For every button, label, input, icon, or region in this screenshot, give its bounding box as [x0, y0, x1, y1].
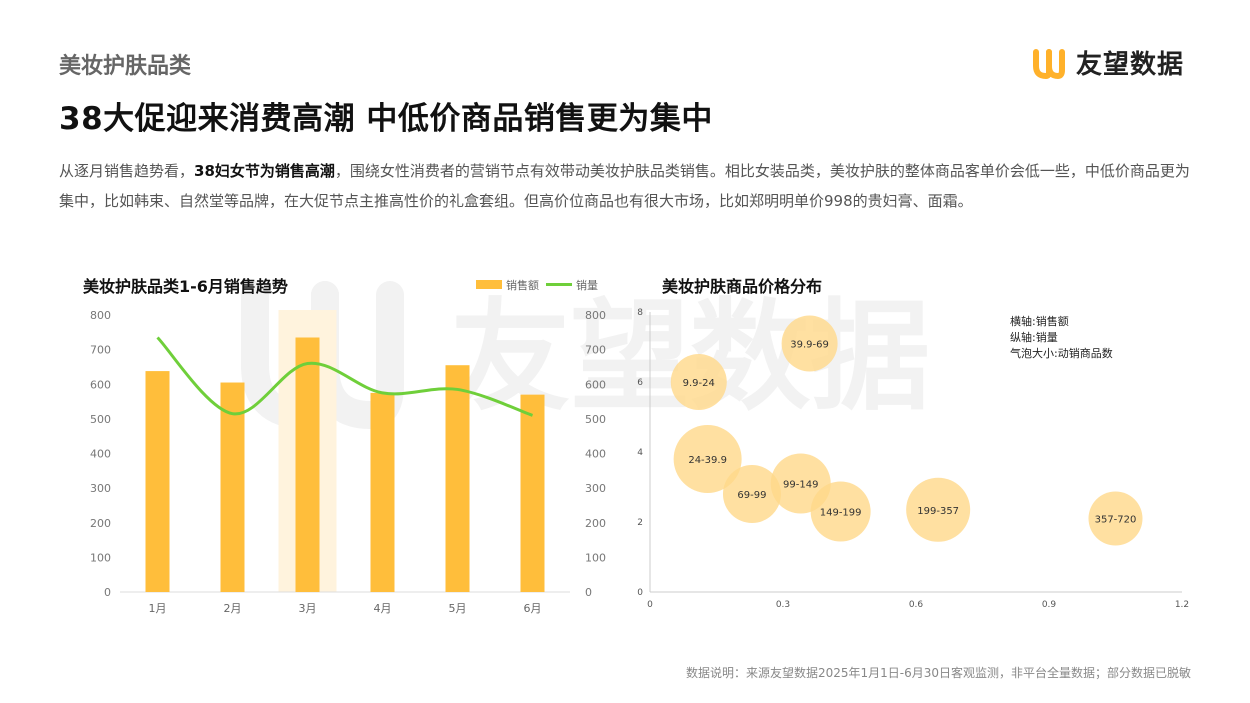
x-tick-label: 2月	[224, 602, 242, 615]
bubble-label: 357-720	[1095, 515, 1137, 526]
legend-swatch-bar	[476, 280, 502, 289]
bubble	[810, 481, 871, 542]
y2-tick-label: 200	[585, 517, 606, 530]
bar	[445, 365, 470, 592]
y-tick-label: 6	[637, 378, 643, 388]
x-tick-label: 4月	[374, 602, 392, 615]
y-tick-label: 0	[637, 588, 643, 598]
x-tick-label: 0.6	[909, 600, 924, 610]
y2-tick-label: 400	[585, 448, 606, 461]
y-tick-label: 200	[90, 517, 111, 530]
bubble	[722, 465, 781, 523]
x-tick-label: 6月	[524, 602, 542, 615]
y2-tick-label: 500	[585, 413, 606, 426]
sales-trend-chart: 美妆护肤品类1-6月销售趋势 销售额 销量 0 100 200 300 400 500 600 70…	[83, 277, 606, 615]
bubble-label: 24-39.9	[688, 455, 727, 466]
y-tick-label: 2	[637, 518, 643, 528]
bubble-label: 199-357	[917, 506, 959, 517]
y-tick-label: 300	[90, 482, 111, 495]
y-tick-label: 400	[90, 448, 111, 461]
bar	[220, 382, 245, 592]
brand-logo-icon	[1033, 48, 1065, 79]
x-tick-label: 5月	[449, 602, 467, 615]
y2-tick-label: 600	[585, 378, 606, 391]
bubble	[906, 477, 971, 542]
legend-label-line: 销量	[576, 278, 598, 292]
bubble	[670, 354, 727, 410]
bar	[295, 337, 320, 592]
y-tick-label: 600	[90, 378, 111, 391]
y-tick-label: 100	[90, 551, 111, 564]
y2-tick-label: 800	[585, 309, 606, 322]
legend-label-bar: 销售额	[506, 278, 539, 292]
series-line	[156, 336, 533, 417]
y-tick-label: 700	[90, 344, 111, 357]
bubble	[673, 425, 742, 493]
bubble-label: 99-149	[783, 480, 818, 491]
brand-logo: 友望数据	[1032, 44, 1184, 81]
y-tick-label: 4	[637, 448, 643, 458]
bar	[145, 371, 170, 592]
bar	[520, 394, 545, 592]
y-tick-label: 0	[104, 586, 111, 599]
intro-text-1: 从逐月销售趋势看，	[59, 162, 195, 180]
page-title: 38大促迎来消费高潮 中低价商品销售更为集中	[59, 101, 713, 137]
bubble-label: 69-99	[737, 490, 766, 501]
x-tick-label: 0	[647, 600, 653, 610]
axis-legend-note: 纵轴:销量	[1010, 330, 1058, 344]
x-tick-label: 1月	[149, 602, 167, 615]
x-tick-label: 0.3	[776, 600, 790, 610]
category-title: 美妆护肤品类	[59, 54, 192, 79]
intro-highlight: 38妇女节为销售高潮	[194, 162, 335, 180]
price-distribution-chart: 美妆护肤商品价格分布 0 2 4 6 8 0 0.3 0.6 0.9 1.2 横轴:销售额纵轴:销量气…	[637, 277, 1189, 610]
bubble-label: 149-199	[820, 508, 862, 519]
x-tick-label: 3月	[299, 602, 317, 615]
y2-tick-label: 0	[585, 586, 592, 599]
axis-legend-note: 气泡大小:动销商品数	[1010, 346, 1113, 360]
bubble-label: 39.9-69	[790, 340, 829, 351]
x-tick-label: 1.2	[1175, 600, 1189, 610]
brand-name: 友望数据	[1076, 50, 1185, 80]
x-tick-label: 0.9	[1042, 600, 1057, 610]
y2-tick-label: 100	[585, 551, 606, 564]
intro-text-2: ，围绕女性消费者的营销节点有效带动美妆护肤品类销售。相比女装品类，美妆护肤的整体…	[59, 162, 1190, 210]
bubble	[781, 315, 838, 372]
y-tick-label: 800	[90, 309, 111, 322]
data-source-note: 数据说明：来源友望数据2025年1月1日-6月30日客观监测，非平台全量数据；部…	[685, 666, 1191, 680]
bar	[370, 392, 395, 592]
bubble-label: 9.9-24	[683, 378, 715, 389]
y2-tick-label: 700	[585, 344, 606, 357]
chart-title: 美妆护肤商品价格分布	[662, 277, 822, 296]
y2-tick-label: 300	[585, 482, 606, 495]
y-tick-label: 8	[637, 308, 643, 318]
bubble	[1088, 491, 1143, 546]
chart-title: 美妆护肤品类1-6月销售趋势	[83, 277, 288, 296]
axis-legend-note: 横轴:销售额	[1010, 314, 1069, 328]
y-tick-label: 500	[90, 413, 111, 426]
intro-paragraph: 从逐月销售趋势看，38妇女节为销售高潮，围绕女性消费者的营销节点有效带动美妆护肤…	[59, 156, 1194, 216]
